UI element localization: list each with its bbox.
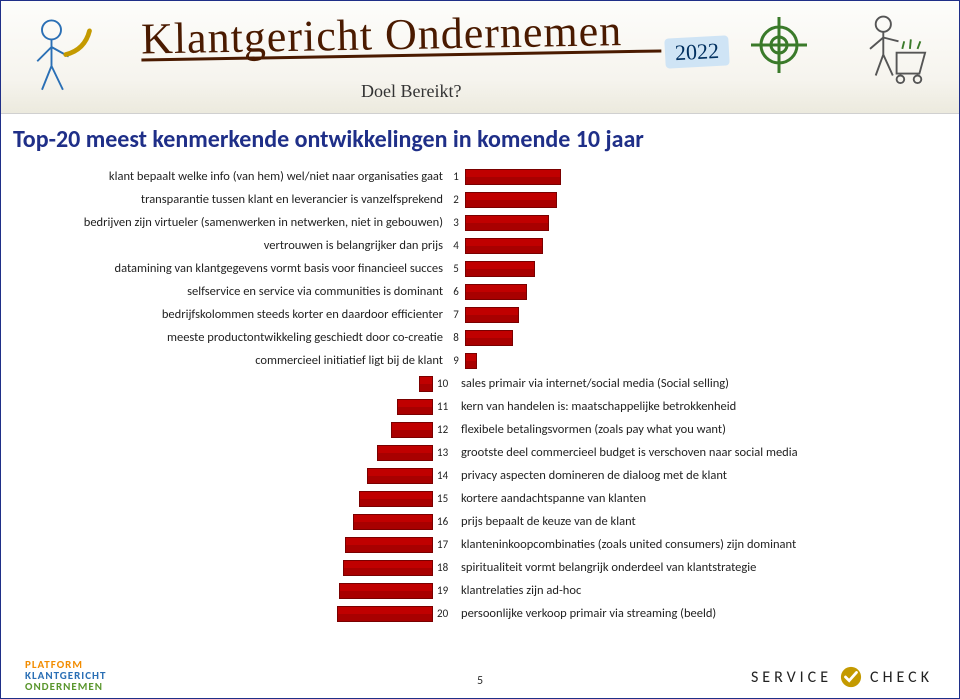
chart-bar — [359, 491, 433, 507]
chart-rank-number: 3 — [451, 216, 461, 229]
chart-label-left: bedrijven zijn virtueler (samenwerken in… — [1, 215, 449, 230]
chart-bar — [465, 215, 549, 231]
chart-label-left: bedrijfskolommen steeds korter en daardo… — [1, 307, 449, 322]
chart-label-right: sales primair via internet/social media … — [449, 376, 729, 391]
chart-row: 16prijs bepaalt de keuze van de klant — [1, 510, 960, 533]
platform-logo-line3: ONDERNEMEN — [25, 680, 103, 693]
chart-rank-number: 20 — [437, 607, 447, 620]
chart-label-right: prijs bepaalt de keuze van de klant — [449, 514, 636, 529]
chart-row: 19klantrelaties zijn ad-hoc — [1, 579, 960, 602]
banner-title: Klantgericht Ondernemen — [141, 4, 662, 61]
chart-bar — [343, 560, 433, 576]
chart-row: 18spiritualiteit vormt belangrijk onderd… — [1, 556, 960, 579]
chart-rank-number: 7 — [451, 308, 461, 321]
banner-year-badge: 2022 — [664, 35, 729, 68]
chart-label-right: flexibele betalingsvormen (zoals pay wha… — [449, 422, 726, 437]
chart-label-left: meeste productontwikkeling geschiedt doo… — [1, 330, 449, 345]
chart-rank-number: 15 — [437, 492, 447, 505]
crosshair-icon — [749, 15, 809, 75]
chart-bar — [419, 376, 433, 392]
chart-row: commercieel initiatief ligt bij de klant… — [1, 349, 960, 372]
chart-label-left: selfservice en service via communities i… — [1, 284, 449, 299]
chart-label-left: klant bepaalt welke info (van hem) wel/n… — [1, 169, 449, 184]
doodle-person-left-icon — [11, 9, 111, 104]
chart-rank-number: 14 — [437, 469, 447, 482]
chart-rank-number: 9 — [451, 354, 461, 367]
chart-bar — [465, 169, 561, 185]
chart-rank-number: 2 — [451, 193, 461, 206]
chart-label-right: kern van handelen is: maatschappelijke b… — [449, 399, 736, 414]
chart-row: 12flexibele betalingsvormen (zoals pay w… — [1, 418, 960, 441]
chart-label-left: commercieel initiatief ligt bij de klant — [1, 353, 449, 368]
tornado-chart: klant bepaalt welke info (van hem) wel/n… — [1, 165, 960, 625]
service-check-logo: SERVICE CHECK — [751, 666, 933, 688]
chart-label-right: persoonlijke verkoop primair via streami… — [449, 606, 716, 621]
chart-bar — [465, 284, 527, 300]
chart-label-right: klanteninkoopcombinaties (zoals united c… — [449, 537, 796, 552]
chart-rank-number: 6 — [451, 285, 461, 298]
chart-row: meeste productontwikkeling geschiedt doo… — [1, 326, 960, 349]
chart-bar — [353, 514, 433, 530]
platform-logo: PLATFORM KLANTGERICHT ONDERNEMEN — [25, 659, 106, 692]
page-title: Top-20 meest kenmerkende ontwikkelingen … — [13, 125, 644, 154]
banner-subtitle: Doel Bereikt? — [361, 81, 461, 102]
chart-rank-number: 16 — [437, 515, 447, 528]
chart-bar — [465, 261, 535, 277]
chart-rank-number: 13 — [437, 446, 447, 459]
chart-bar — [339, 583, 433, 599]
chart-rank-number: 19 — [437, 584, 447, 597]
chart-label-left: transparantie tussen klant en leverancie… — [1, 192, 449, 207]
check-badge-icon — [840, 666, 862, 688]
chart-rank-number: 18 — [437, 561, 447, 574]
chart-bar — [391, 422, 433, 438]
page-number: 5 — [477, 674, 483, 688]
chart-label-left: vertrouwen is belangrijker dan prijs — [1, 238, 449, 253]
chart-row: selfservice en service via communities i… — [1, 280, 960, 303]
chart-row: 15kortere aandachtspanne van klanten — [1, 487, 960, 510]
chart-bar — [465, 192, 557, 208]
chart-bar — [465, 330, 513, 346]
chart-rank-number: 12 — [437, 423, 447, 436]
chart-rank-number: 11 — [437, 400, 447, 413]
chart-bar — [345, 537, 433, 553]
chart-rank-number: 17 — [437, 538, 447, 551]
chart-bar — [397, 399, 433, 415]
chart-label-right: klantrelaties zijn ad-hoc — [449, 583, 581, 598]
chart-bar — [367, 468, 433, 484]
chart-label-left: datamining van klantgegevens vormt basis… — [1, 261, 449, 276]
chart-bar — [465, 353, 477, 369]
banner-title-text: Klantgericht Ondernemen — [141, 6, 623, 63]
chart-rank-number: 4 — [451, 239, 461, 252]
chart-row: 13grootste deel commercieel budget is ve… — [1, 441, 960, 464]
chart-row: 17klanteninkoopcombinaties (zoals united… — [1, 533, 960, 556]
chart-label-right: kortere aandachtspanne van klanten — [449, 491, 646, 506]
chart-row: bedrijfskolommen steeds korter en daardo… — [1, 303, 960, 326]
chart-row: transparantie tussen klant en leverancie… — [1, 188, 960, 211]
chart-label-right: spiritualiteit vormt belangrijk onderdee… — [449, 560, 756, 575]
chart-row: 11kern van handelen is: maatschappelijke… — [1, 395, 960, 418]
service-check-text2: CHECK — [870, 668, 933, 687]
chart-row: vertrouwen is belangrijker dan prijs4 — [1, 234, 960, 257]
chart-bar — [465, 238, 543, 254]
chart-bar — [337, 606, 433, 622]
chart-row: 10sales primair via internet/social medi… — [1, 372, 960, 395]
footer: PLATFORM KLANTGERICHT ONDERNEMEN 5 SERVI… — [1, 658, 959, 694]
chart-rank-number: 5 — [451, 262, 461, 275]
chart-bar — [465, 307, 519, 323]
chart-row: bedrijven zijn virtueler (samenwerken in… — [1, 211, 960, 234]
chart-rank-number: 8 — [451, 331, 461, 344]
chart-bar — [377, 445, 433, 461]
chart-row: 14privacy aspecten domineren de dialoog … — [1, 464, 960, 487]
chart-row: 20persoonlijke verkoop primair via strea… — [1, 602, 960, 625]
chart-label-right: privacy aspecten domineren de dialoog me… — [449, 468, 727, 483]
chart-rank-number: 10 — [437, 377, 447, 390]
chart-rank-number: 1 — [451, 170, 461, 183]
header-banner: Klantgericht Ondernemen 2022 Doel Bereik… — [1, 1, 959, 114]
chart-row: klant bepaalt welke info (van hem) wel/n… — [1, 165, 960, 188]
chart-label-right: grootste deel commercieel budget is vers… — [449, 445, 798, 460]
service-check-text1: SERVICE — [751, 668, 832, 687]
doodle-cart-icon — [839, 9, 939, 104]
chart-row: datamining van klantgegevens vormt basis… — [1, 257, 960, 280]
